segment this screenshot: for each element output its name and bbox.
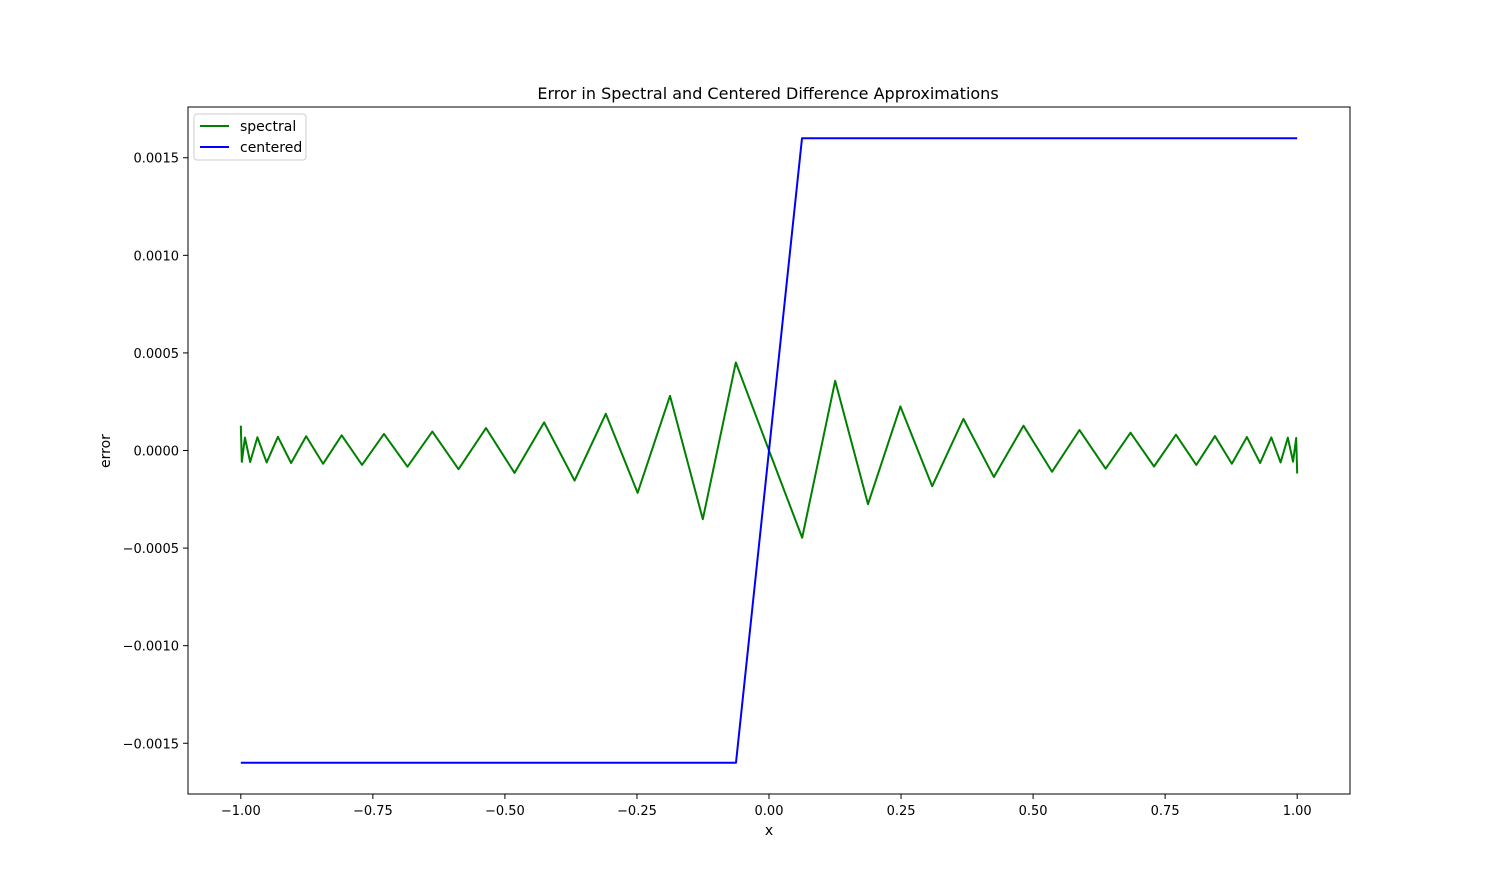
y-axis: −0.0015 −0.0010 −0.0005 0.0000 0.0005 0.0010 0… [123, 152, 188, 752]
legend: spectral centered [193, 113, 307, 161]
x-tick-label: 0.75 [1151, 804, 1180, 819]
y-tick-label: −0.0010 [123, 640, 179, 655]
series-layer [239, 137, 1299, 764]
y-tick-label: 0.0000 [134, 445, 180, 460]
x-axis-label: x [765, 823, 773, 839]
chart-title: Error in Spectral and Centered Differenc… [537, 84, 998, 103]
y-tick-label: 0.0015 [134, 152, 180, 167]
legend-label-spectral: spectral [240, 119, 296, 135]
y-tick-label: −0.0005 [123, 542, 179, 557]
x-axis: −1.00 −0.75 −0.50 −0.25 0.00 0.25 0.50 0.75 1.00 [221, 794, 1312, 819]
x-tick-label: 0.00 [755, 804, 784, 819]
series-line-centered [240, 137, 1298, 764]
legend-label-centered: centered [240, 140, 302, 156]
y-tick-label: 0.0005 [134, 347, 180, 362]
y-axis-label: error [98, 434, 114, 468]
x-tick-label: −1.00 [221, 804, 261, 819]
x-tick-label: 1.00 [1283, 804, 1312, 819]
x-tick-label: −0.75 [353, 804, 393, 819]
y-tick-label: −0.0015 [123, 737, 179, 752]
y-tick-label: 0.0010 [134, 249, 180, 264]
x-tick-label: 0.50 [1019, 804, 1048, 819]
legend-items: spectral centered [200, 119, 302, 156]
x-tick-label: −0.25 [617, 804, 657, 819]
x-tick-label: −0.50 [485, 804, 525, 819]
x-tick-label: 0.25 [887, 804, 916, 819]
